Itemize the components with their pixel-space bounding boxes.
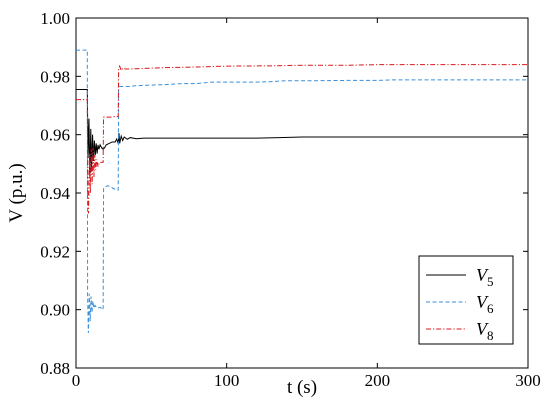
legend-label-main: V	[476, 265, 489, 285]
y-tick-label: 0.88	[40, 359, 70, 378]
series-layer	[76, 49, 528, 334]
x-tick-label: 300	[515, 371, 541, 390]
x-tick-label: 200	[365, 371, 391, 390]
legend-box	[418, 255, 514, 345]
legend-label-v6: V6	[476, 292, 494, 316]
y-tick-label: 1.00	[40, 9, 70, 28]
series-line-v5	[76, 88, 528, 179]
y-axis: 0.88 0.90 0.92 0.94 0.96 0.98 1.00	[40, 9, 528, 378]
y-axis-title: V (p.u.)	[6, 163, 27, 222]
legend-label-main: V	[476, 292, 489, 312]
x-tick-label: 100	[214, 371, 240, 390]
x-tick-label: 0	[72, 371, 81, 390]
y-tick-label: 0.98	[40, 67, 70, 86]
y-tick-label: 0.94	[40, 184, 70, 203]
y-tick-label: 0.96	[40, 126, 70, 145]
x-axis: 0 100 200 300	[72, 18, 541, 390]
legend-label-v8: V8	[476, 319, 494, 343]
y-tick-label: 0.92	[40, 242, 70, 261]
y-tick-label: 0.90	[40, 301, 70, 320]
series-line-v8	[76, 64, 528, 214]
x-axis-title: t (s)	[287, 377, 317, 398]
legend-label-subscript: 5	[487, 274, 494, 289]
legend-label-main: V	[476, 319, 489, 339]
legend-label-subscript: 8	[487, 328, 494, 343]
legend-label-v5: V5	[476, 265, 494, 289]
legend-label-subscript: 6	[487, 301, 494, 316]
